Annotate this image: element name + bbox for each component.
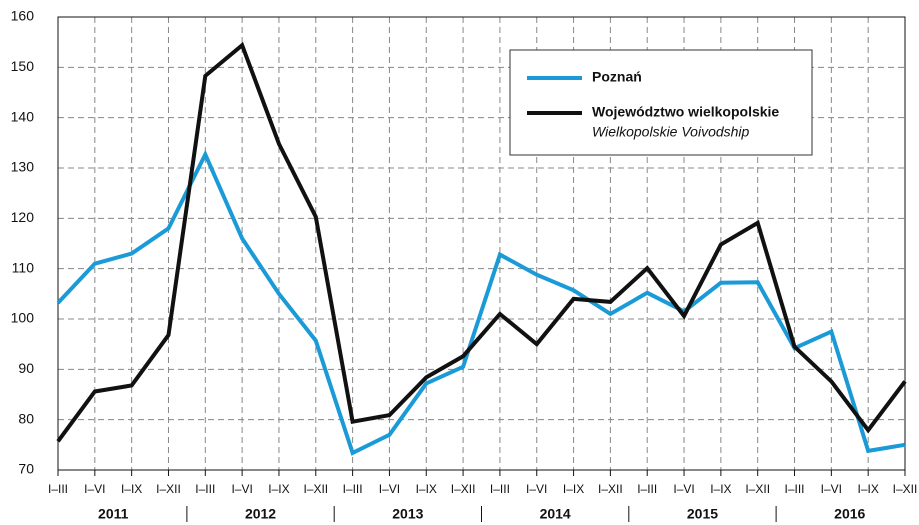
x-tick-label: I–III xyxy=(343,482,363,496)
x-tick-label: I–VI xyxy=(379,482,400,496)
x-tick-label: I–XII xyxy=(451,482,476,496)
x-tick-label: I–VI xyxy=(821,482,842,496)
x-tick-label: I–VI xyxy=(84,482,105,496)
legend-label: Poznań xyxy=(592,69,642,85)
x-tick-label: I–XII xyxy=(598,482,623,496)
x-tick-label: I–XII xyxy=(303,482,328,496)
y-tick-label: 90 xyxy=(18,360,34,376)
x-tick-label: I–IX xyxy=(563,482,584,496)
year-label: 2012 xyxy=(245,506,276,522)
legend-sublabel: Wielkopolskie Voivodship xyxy=(592,124,750,140)
y-tick-label: 80 xyxy=(18,410,34,426)
x-tick-label: I–III xyxy=(48,482,68,496)
series-line xyxy=(56,149,906,456)
x-tick-label: I–III xyxy=(785,482,805,496)
plot-frame xyxy=(57,16,906,471)
x-tick-label: I–III xyxy=(490,482,510,496)
x-tick-label: I–IX xyxy=(857,482,878,496)
year-label: 2013 xyxy=(392,506,423,522)
year-label: 2016 xyxy=(834,506,865,522)
year-label: 2011 xyxy=(98,506,129,522)
series-line xyxy=(56,41,907,443)
y-tick-label: 160 xyxy=(11,8,35,24)
x-tick-label: I–VI xyxy=(231,482,252,496)
x-tick-label: I–IX xyxy=(710,482,731,496)
x-tick-label: I–IX xyxy=(416,482,437,496)
x-tick-label: I–VI xyxy=(526,482,547,496)
legend-label: Województwo wielkopolskie xyxy=(592,104,779,120)
y-tick-label: 100 xyxy=(11,310,35,326)
y-tick-label: 150 xyxy=(11,58,35,74)
year-label: 2014 xyxy=(540,506,571,522)
x-tick-label: I–XII xyxy=(156,482,181,496)
x-tick-label: I–III xyxy=(637,482,657,496)
x-tick-label: I–IX xyxy=(121,482,142,496)
y-tick-label: 70 xyxy=(18,461,34,477)
y-tick-label: 110 xyxy=(12,259,35,275)
x-tick-label: I–III xyxy=(195,482,215,496)
x-tick-label: I–VI xyxy=(673,482,694,496)
legend-box xyxy=(509,49,813,156)
x-tick-label: I–XII xyxy=(893,482,918,496)
y-tick-label: 140 xyxy=(11,108,35,124)
year-label: 2015 xyxy=(687,506,718,522)
y-tick-label: 120 xyxy=(11,209,35,225)
y-tick-label: 130 xyxy=(11,159,35,175)
x-tick-label: I–XII xyxy=(745,482,770,496)
x-tick-label: I–IX xyxy=(268,482,289,496)
